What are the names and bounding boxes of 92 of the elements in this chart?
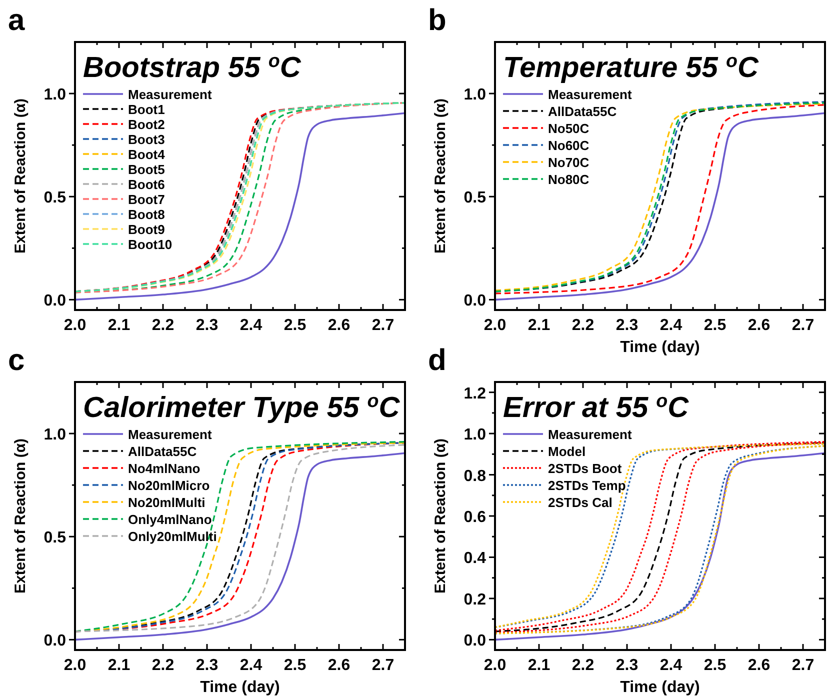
legend-label: AllData55C [548, 104, 618, 119]
x-tick-label: 2.7 [792, 657, 814, 674]
legend-label: No70C [548, 155, 590, 170]
y-tick-label: 0.5 [44, 530, 66, 547]
legend-label: Boot2 [128, 117, 165, 132]
text: a [8, 4, 25, 37]
legend-label: Boot8 [128, 207, 165, 222]
x-tick-label: 2.4 [240, 317, 262, 334]
legend-label: Measurement [128, 87, 212, 102]
legend-label: Boot3 [128, 132, 165, 147]
x-tick-label: 2.3 [616, 657, 638, 674]
x-tick-label: 2.5 [284, 317, 306, 334]
y-tick-label: 0.2 [464, 591, 486, 608]
y-axis-title: Extent of Reaction (α) [432, 438, 449, 594]
y-tick-label: 1.0 [464, 426, 486, 444]
legend-label: Boot10 [128, 237, 172, 252]
legend-label: 2STDs Temp [548, 478, 626, 493]
legend-label: AllData55C [128, 444, 198, 459]
x-tick-label: 2.7 [372, 317, 394, 334]
chart-title: Error at 55 $^{o}$C [503, 390, 690, 424]
y-tick-label: 0.0 [464, 292, 486, 310]
legend-label: Boot7 [128, 192, 165, 207]
x-tick-label: 2.5 [704, 317, 726, 334]
legend-label: 2STDs Cal [548, 495, 612, 510]
x-tick-label: 2.2 [152, 657, 174, 674]
legend-label: No4mlNano [128, 461, 200, 476]
y-tick-label: 0.0 [44, 632, 66, 650]
legend-label: Measurement [128, 427, 212, 442]
x-tick-label: 2.6 [748, 657, 770, 674]
x-tick-label: 2.2 [572, 657, 594, 674]
x-tick-label: 2.4 [660, 317, 682, 334]
y-tick-label: 0.6 [464, 509, 486, 526]
chart-title: Temperature 55 $^{o}$C [503, 50, 760, 84]
x-axis-title: Time (day) [620, 679, 700, 696]
x-tick-label: 2.7 [792, 317, 814, 334]
legend-label: Measurement [548, 87, 632, 102]
text: d [428, 344, 446, 377]
x-tick-label: 2.1 [528, 657, 550, 674]
y-axis-title: Extent of Reaction (α) [12, 98, 29, 254]
legend-label: No60C [548, 138, 590, 153]
legend-label: Boot9 [128, 222, 165, 237]
x-tick-label: 2.0 [484, 657, 506, 674]
x-tick-label: 2.1 [528, 317, 550, 334]
y-tick-label: 1.2 [464, 385, 486, 402]
x-tick-label: 2.4 [660, 657, 682, 674]
y-tick-label: 0.4 [464, 550, 486, 568]
y-axis-title: Extent of Reaction (α) [12, 438, 29, 594]
y-tick-label: 1.0 [44, 426, 66, 444]
legend-label: Boot1 [128, 102, 165, 117]
chart-title: Calorimeter Type 55 $^{o}$C [83, 390, 401, 424]
legend-label: No50C [548, 121, 590, 136]
x-tick-label: 2.6 [748, 317, 770, 334]
text: b [428, 4, 446, 37]
x-tick-label: 2.3 [196, 317, 218, 334]
text: c [8, 344, 25, 377]
x-tick-label: 2.2 [572, 317, 594, 334]
y-axis-title: Extent of Reaction (α) [432, 98, 449, 254]
legend-label: Model [548, 444, 586, 459]
legend-label: Measurement [548, 427, 632, 442]
x-tick-label: 2.3 [196, 657, 218, 674]
x-tick-label: 2.6 [328, 317, 350, 334]
x-tick-label: 2.5 [284, 657, 306, 674]
x-tick-label: 2.2 [152, 317, 174, 334]
y-tick-label: 1.0 [464, 86, 486, 104]
y-tick-label: 0.5 [464, 190, 486, 207]
legend-label: Boot6 [128, 177, 165, 192]
y-tick-label: 1.0 [44, 86, 66, 104]
legend-label: No20mlMulti [128, 495, 206, 510]
y-tick-label: 0.0 [464, 632, 486, 650]
legend-label: Boot5 [128, 162, 165, 177]
x-tick-label: 2.1 [108, 317, 130, 334]
x-tick-label: 2.5 [704, 657, 726, 674]
legend-label: 2STDs Boot [548, 461, 622, 476]
x-axis-title: Time (day) [200, 679, 280, 696]
legend-label: Boot4 [128, 147, 166, 162]
x-tick-label: 2.7 [372, 657, 394, 674]
x-tick-label: 2.4 [240, 657, 262, 674]
x-tick-label: 2.0 [64, 657, 86, 674]
legend-label: Only4mlNano [128, 512, 212, 527]
x-axis-title: Time (day) [620, 339, 700, 356]
x-tick-label: 2.1 [108, 657, 130, 674]
x-tick-label: 2.0 [484, 317, 506, 334]
legend-label: No80C [548, 172, 590, 187]
y-tick-label: 0.0 [44, 292, 66, 310]
x-tick-label: 2.0 [64, 317, 86, 334]
chart-title: Bootstrap 55 $^{o}$C [83, 50, 302, 84]
x-tick-label: 2.6 [328, 657, 350, 674]
y-tick-label: 0.8 [464, 468, 486, 485]
x-tick-label: 2.3 [616, 317, 638, 334]
legend-label: No20mlMicro [128, 478, 210, 493]
legend-label: Only20mlMulti [128, 529, 217, 544]
y-tick-label: 0.5 [44, 190, 66, 207]
